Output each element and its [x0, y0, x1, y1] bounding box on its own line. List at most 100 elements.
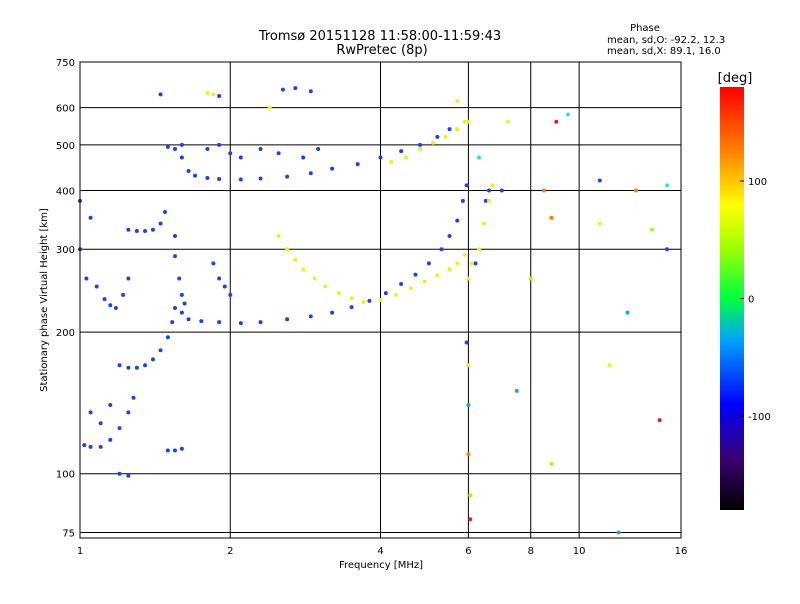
data-point: [217, 276, 222, 281]
data-point: [293, 257, 298, 262]
data-point: [94, 284, 99, 289]
y-tick-label: 750: [56, 58, 75, 69]
data-point: [179, 155, 184, 160]
data-point: [121, 292, 126, 297]
data-point: [172, 146, 177, 151]
data-point: [435, 134, 440, 139]
data-point: [482, 221, 487, 226]
data-point: [258, 176, 263, 181]
plot-frame: [79, 61, 682, 539]
data-point: [426, 261, 431, 266]
data-point: [431, 140, 436, 145]
data-point: [476, 247, 481, 252]
data-point: [179, 310, 184, 315]
x-axis-label: Frequency [MHz]: [339, 560, 423, 571]
colorbar-ticks: 100 0 -100: [740, 177, 771, 423]
data-point: [616, 530, 621, 535]
data-point: [98, 444, 103, 449]
data-point: [464, 340, 469, 345]
data-point: [554, 119, 559, 124]
colorbar-unit-label: [deg]: [718, 71, 753, 86]
data-point: [418, 142, 423, 147]
data-point: [490, 183, 495, 188]
data-point: [177, 276, 182, 281]
data-point: [134, 365, 139, 370]
data-point: [165, 335, 170, 340]
y-tick-label: 100: [56, 470, 75, 481]
data-point: [466, 363, 471, 368]
data-point: [514, 388, 519, 393]
phase-stats-o-line: mean, sd,O: -92.2, 12.3: [607, 35, 725, 46]
data-point: [293, 86, 298, 91]
data-point: [172, 306, 177, 311]
data-point: [389, 159, 394, 164]
x-tick-label: 10: [573, 546, 586, 557]
data-point: [487, 198, 492, 203]
x-tick-label: 6: [465, 546, 471, 557]
x-tick-label: 2: [227, 546, 233, 557]
phase-stats-x-line: mean, sd,X: 89.1, 16.0: [607, 46, 721, 57]
data-point: [349, 305, 354, 310]
data-point: [468, 517, 473, 522]
x-tick-label: 16: [675, 546, 688, 557]
x-tick-label: 4: [377, 546, 383, 557]
data-point: [276, 234, 281, 239]
data-point: [541, 188, 546, 193]
data-point: [172, 448, 177, 453]
data-point: [399, 282, 404, 287]
data-point: [143, 363, 148, 368]
data-point: [566, 112, 571, 117]
data-point: [301, 267, 306, 272]
data-point: [205, 146, 210, 151]
data-point: [143, 228, 148, 233]
data-point: [179, 446, 184, 451]
data-point: [158, 348, 163, 353]
data-point: [170, 320, 175, 325]
data-point: [211, 92, 216, 97]
data-point: [117, 363, 122, 368]
y-tick-label: 200: [56, 328, 75, 339]
data-point: [657, 418, 662, 423]
data-point: [462, 119, 467, 124]
data-point: [355, 162, 360, 167]
data-point: [466, 402, 471, 407]
data-point: [316, 146, 321, 151]
y-tick-label: 600: [56, 104, 75, 115]
data-point: [276, 151, 281, 156]
data-point: [464, 183, 469, 188]
data-point: [162, 209, 167, 214]
chart-title-line1: Tromsø 20151128 11:58:00-11:59:43: [258, 29, 501, 44]
data-point: [422, 279, 427, 284]
data-point: [447, 267, 452, 272]
data-point: [150, 227, 155, 232]
data-point: [665, 247, 670, 252]
data-point: [462, 252, 467, 257]
data-point: [301, 155, 306, 160]
data-point: [217, 177, 222, 182]
data-point: [308, 171, 313, 176]
data-point: [217, 320, 222, 325]
data-point: [404, 155, 409, 160]
data-point: [267, 105, 272, 110]
data-point: [418, 146, 423, 151]
data-point: [665, 183, 670, 188]
data-point: [126, 227, 131, 232]
data-point: [394, 292, 399, 297]
data-point: [607, 363, 612, 368]
colorbar-tick-label: -100: [748, 412, 771, 423]
data-point: [228, 292, 233, 297]
data-point: [413, 272, 418, 277]
data-point: [330, 310, 335, 315]
data-point: [108, 402, 113, 407]
data-point: [399, 149, 404, 154]
data-point: [435, 273, 440, 278]
data-point: [165, 144, 170, 149]
data-point: [323, 284, 328, 289]
data-point: [597, 178, 602, 183]
data-point: [597, 221, 602, 226]
data-point: [158, 221, 163, 226]
data-point: [466, 276, 471, 281]
x-tick-label: 8: [528, 546, 534, 557]
y-axis-label: Stationary phase Virtual Height [km]: [39, 208, 50, 392]
